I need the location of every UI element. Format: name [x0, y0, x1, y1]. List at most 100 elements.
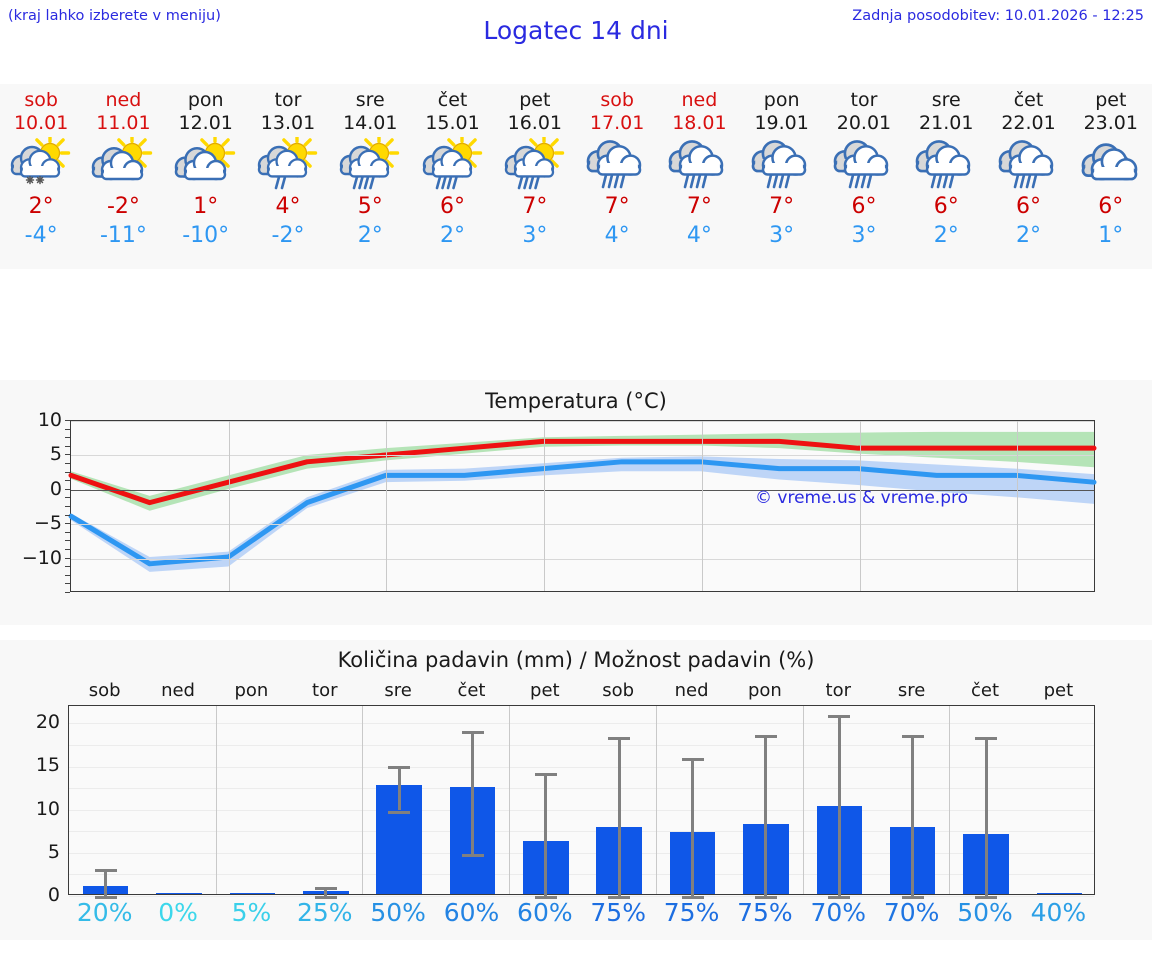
precipitation-probability-label: 75%	[590, 898, 646, 927]
y-axis-minor-tick	[65, 488, 70, 490]
y-axis-minor-tick	[65, 540, 70, 542]
day-column[interactable]: tor 20.01 6° 3°	[823, 84, 905, 269]
y-axis-minor-tick	[65, 574, 70, 576]
day-column[interactable]: sob 17.01 7° 4°	[576, 84, 658, 269]
y-axis-minor-tick	[65, 420, 70, 421]
error-bar-cap-bottom	[608, 896, 631, 899]
day-name: pet	[1095, 89, 1127, 111]
y-axis-minor-tick	[65, 592, 70, 593]
error-bar-cap-bottom	[94, 896, 117, 899]
day-column[interactable]: pon 19.01 7° 3°	[741, 84, 823, 269]
cloud-part	[349, 149, 390, 178]
day-column[interactable]: pet 16.01 7° 3°	[494, 84, 576, 269]
gridline-horizontal-minor	[69, 766, 1094, 768]
day-column[interactable]: čet 22.01 6° 2°	[987, 84, 1069, 269]
day-temp-max: 1°	[193, 194, 219, 219]
day-date: 14.01	[343, 112, 398, 134]
day-temp-max: 6°	[933, 194, 959, 219]
day-column[interactable]: sre 21.01 6° 2°	[905, 84, 987, 269]
day-name: tor	[850, 89, 878, 111]
cloud-part	[1008, 144, 1053, 176]
day-temp-min: 3°	[769, 223, 795, 248]
gridline-vertical	[215, 706, 217, 894]
day-temp-max: 7°	[522, 194, 548, 219]
gridline-horizontal	[71, 489, 1094, 491]
y-axis-tick-label: 10	[35, 797, 60, 820]
error-bar-line	[544, 772, 548, 896]
cloud-part	[266, 149, 308, 178]
day-column[interactable]: sre 14.01 5° 2°	[329, 84, 411, 269]
day-column[interactable]: pet 23.01 6° 1°	[1070, 84, 1152, 269]
precipitation-day-label: tor	[312, 680, 338, 701]
temperature-chart-title: Temperatura (°C)	[485, 389, 667, 413]
temperature-chart-block: Temperatura (°C) 10 5 0 −5 −10 © vreme.us & …	[0, 380, 1152, 625]
day-temp-min: -11°	[99, 223, 147, 248]
y-axis-minor-tick	[65, 531, 70, 533]
day-column[interactable]: sob 10.01 2° -4°	[0, 84, 82, 269]
cloud-rain-icon	[747, 137, 817, 191]
day-name: tor	[274, 89, 302, 111]
y-axis-tick-label: 10	[37, 409, 62, 431]
day-temp-min: 4°	[604, 223, 630, 248]
y-axis-tick-label: −5	[33, 512, 62, 535]
error-bar-cap-top	[901, 735, 924, 739]
error-bar-line	[617, 737, 621, 896]
day-date: 16.01	[507, 112, 563, 134]
error-bar-line	[104, 869, 108, 896]
day-date: 12.01	[178, 112, 233, 134]
precipitation-day-label: sob	[88, 680, 121, 701]
temperature-series-svg	[71, 431, 1094, 572]
error-bar-cap-top	[975, 737, 997, 741]
cloud-part	[101, 150, 144, 181]
precipitation-probability-label: 5%	[231, 898, 272, 927]
error-bar-cap-top	[94, 869, 117, 873]
error-bar-line	[764, 735, 768, 896]
day-column[interactable]: ned 11.01 -2° -11°	[82, 84, 164, 269]
day-column[interactable]: tor 13.01 4° -2°	[247, 84, 329, 269]
y-axis-tick-label: −10	[21, 546, 62, 569]
day-name: sob	[24, 89, 58, 111]
day-column[interactable]: pon 12.01 1° -10°	[165, 84, 247, 269]
precipitation-day-label: sob	[602, 680, 635, 701]
rain-part	[352, 175, 376, 190]
day-temp-min: 2°	[440, 223, 466, 248]
precipitation-bar[interactable]	[229, 893, 276, 894]
rain-part	[435, 175, 458, 190]
y-axis-minor-tick	[65, 445, 70, 447]
cloud-part	[679, 144, 724, 176]
gridline-horizontal	[71, 421, 1094, 422]
error-bar-cap-bottom	[901, 896, 924, 899]
precipitation-bar[interactable]	[1036, 893, 1083, 894]
day-temp-min: 3°	[851, 223, 877, 248]
cloud-part	[925, 144, 971, 176]
precipitation-bar[interactable]	[156, 893, 202, 894]
precipitation-day-label: ned	[161, 680, 195, 701]
gridline-vertical	[362, 706, 364, 894]
cloud-part	[843, 144, 889, 176]
error-bar-cap-bottom	[461, 853, 484, 857]
temperature-line	[71, 441, 1094, 502]
precipitation-day-label: čet	[970, 680, 999, 701]
day-date: 20.01	[836, 112, 892, 134]
error-bar-cap-bottom	[314, 896, 337, 899]
y-axis-minor-tick	[65, 514, 70, 516]
error-bar-cap-bottom	[754, 896, 777, 899]
error-bar-cap-top	[828, 714, 851, 718]
gridline-vertical	[802, 706, 804, 894]
precipitation-probability-label: 60%	[517, 898, 573, 927]
precipitation-plot-area	[68, 705, 1095, 899]
precipitation-probability-label: 0%	[158, 898, 198, 927]
day-temp-min: -10°	[182, 223, 230, 248]
day-temp-max: 7°	[604, 194, 630, 219]
day-column[interactable]: čet 15.01 6° 2°	[411, 84, 493, 269]
temperature-band	[71, 431, 1094, 511]
gridline-horizontal-minor	[69, 874, 1094, 876]
error-bar-cap-top	[608, 737, 631, 741]
rain-part	[1013, 173, 1037, 189]
day-column[interactable]: ned 18.01 7° 4°	[658, 84, 740, 269]
day-temp-max: 6°	[851, 194, 877, 219]
day-date: 19.01	[754, 112, 809, 134]
error-bar-line	[691, 757, 694, 896]
y-axis-minor-tick	[65, 523, 70, 525]
gridline-horizontal	[71, 455, 1094, 457]
